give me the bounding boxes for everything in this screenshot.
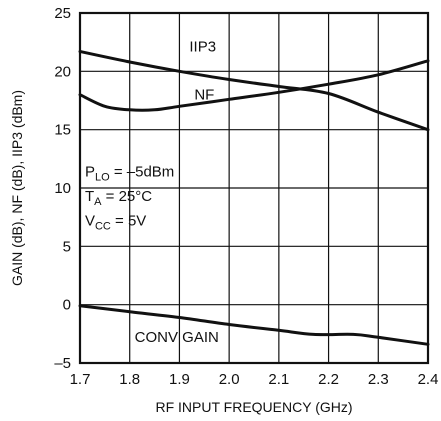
condition-line-3: VCC = 5V <box>85 212 146 232</box>
y-tick-label: 5 <box>63 238 71 255</box>
y-tick-labels: –5 0 5 10 15 20 25 <box>54 5 71 372</box>
x-tick-label: 2.3 <box>368 371 389 388</box>
series-labels: IIP3 NF CONV GAIN <box>135 39 219 347</box>
series-label-conv-gain: CONV GAIN <box>135 329 219 346</box>
plot-frame <box>78 11 430 365</box>
x-tick-label: 2.4 <box>418 371 439 388</box>
condition-line-1: PLO = –5dBm <box>85 163 174 183</box>
series-nf-line <box>78 59 430 112</box>
series-lines <box>78 50 430 346</box>
x-axis-title: RF INPUT FREQUENCY (GHz) <box>155 399 352 415</box>
y-tick-label: 10 <box>54 180 71 197</box>
y-tick-label: –5 <box>54 355 71 372</box>
x-tick-label: 2.2 <box>318 371 339 388</box>
x-tick-label: 1.7 <box>70 371 91 388</box>
condition-line-2: TA = 25°C <box>85 188 152 208</box>
series-conv-gain-line <box>78 304 430 346</box>
y-tick-label: 25 <box>54 5 71 22</box>
x-tick-label: 1.8 <box>119 371 140 388</box>
x-tick-labels: 1.7 1.8 1.9 2.0 2.1 2.2 2.3 2.4 <box>70 371 439 388</box>
series-label-iip3: IIP3 <box>189 39 216 56</box>
conditions-annotation: PLO = –5dBm TA = 25°C VCC = 5V <box>85 163 174 232</box>
series-iip3-line <box>78 50 430 132</box>
y-tick-label: 15 <box>54 122 71 139</box>
y-axis-title: GAIN (dB), NF (dB), IIP3 (dBm) <box>9 90 25 286</box>
series-label-nf: NF <box>194 86 214 103</box>
y-tick-label: 0 <box>63 297 71 314</box>
x-tick-label: 2.0 <box>219 371 240 388</box>
y-tick-label: 20 <box>54 63 71 80</box>
x-tick-label: 1.9 <box>169 371 190 388</box>
x-tick-label: 2.1 <box>268 371 289 388</box>
